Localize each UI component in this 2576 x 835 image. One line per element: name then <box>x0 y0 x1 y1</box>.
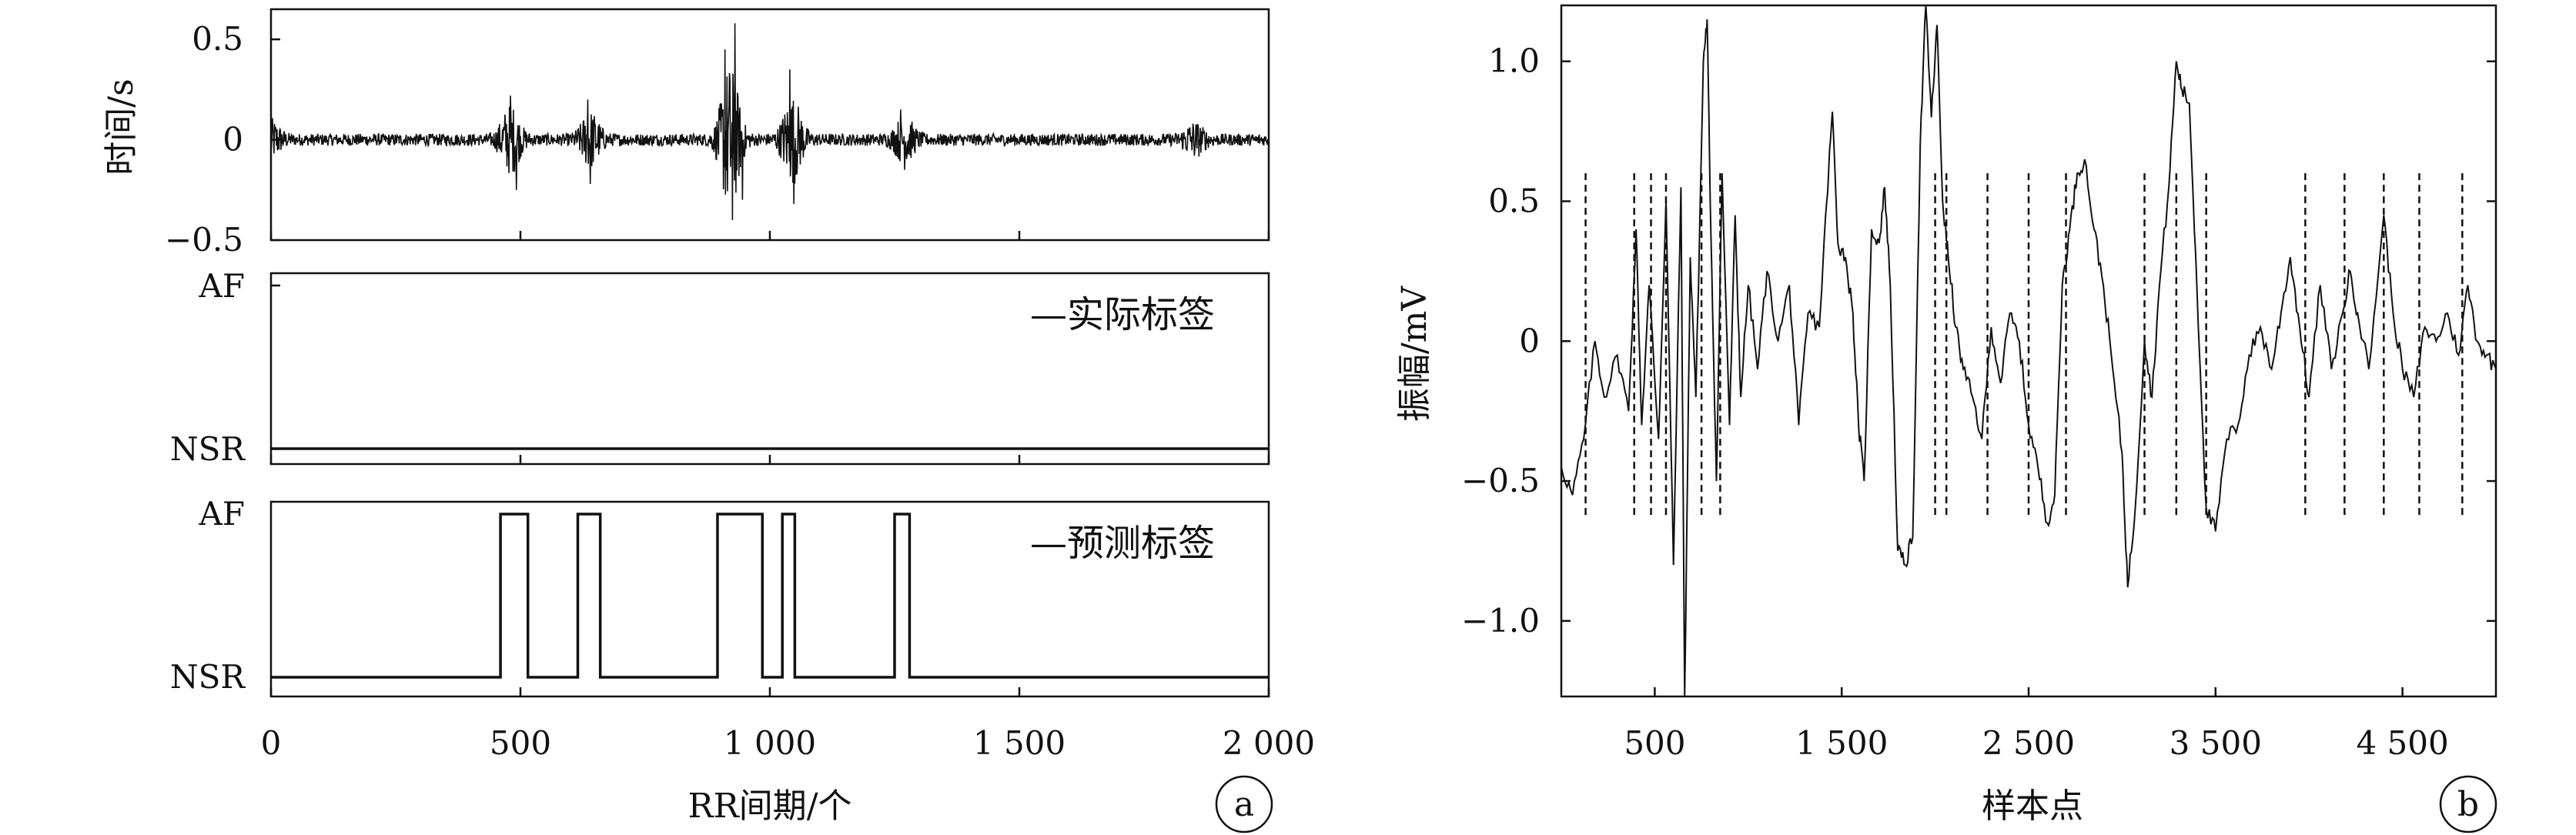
panel-a-predicted-ytick-nsr: NSR <box>170 658 246 696</box>
panel-a-predicted-legend: —预测标签 <box>1030 522 1215 565</box>
panel-a-xtick-label: 2 000 <box>1223 724 1315 762</box>
panel-b-ytick-label: 0.5 <box>1488 182 1540 219</box>
panel-b-ytick-label: −1.0 <box>1461 602 1540 640</box>
panel-a-xlabel: RR间期/个 <box>687 787 851 826</box>
panel-b-ytick-label: 1.0 <box>1488 42 1540 80</box>
panel-b-yticks: 1.0 0.5 0 −0.5 −1.0 <box>1461 42 2496 640</box>
panel-b-xlabel: 样本点 <box>1982 787 2083 826</box>
panel-a-letter: a <box>1234 785 1254 824</box>
panel-a-signal-line <box>270 23 1270 220</box>
panel-b-xtick-label: 3 500 <box>2170 724 2262 762</box>
panel-b-xtick-label: 2 500 <box>1982 724 2075 762</box>
panel-b-waveform <box>1561 5 2497 697</box>
panel-a-signal-yticks: 0.5 0 −0.5 <box>165 20 280 259</box>
panel-b-xtick-label: 4 500 <box>2356 724 2448 762</box>
panel-a-xtick-label: 500 <box>490 724 551 762</box>
panel-a-signal-ytick-label: 0.5 <box>192 20 243 58</box>
panel-a-xtick-label: 1 000 <box>724 724 816 762</box>
panel-b-letter: b <box>2457 785 2479 824</box>
panel-a-actual-ytick-nsr: NSR <box>170 430 246 468</box>
panel-a-actual-legend: —实际标签 <box>1030 293 1215 336</box>
panel-b-xticks: 500 1 500 2 500 3 500 4 500 <box>1624 687 2449 762</box>
panel-b: 1.00.50−0.5−1.0 500 1 500 2 500 3 500 4 500 … <box>1395 4 2497 833</box>
panel-b-letter-circle <box>2439 775 2497 833</box>
panel-a-xtick-label: 1 500 <box>973 724 1066 762</box>
panel-b-xtick-label: 1 500 <box>1795 724 1888 762</box>
panel-b-ytick-label: 0 <box>1519 322 1540 359</box>
panel-a-xticks: 0 500 1 000 1 500 2 000 <box>261 231 1315 762</box>
panel-b-ylabel: 振幅/mV <box>1395 286 1434 423</box>
panel-a-signal-ytick-label: −0.5 <box>165 221 243 259</box>
panel-b-xtick-label: 500 <box>1624 724 1685 762</box>
panel-a-signal-frame <box>269 8 1270 242</box>
panel-a: 0.50−0.5 时间/s AF NSR —实际标签 AF NSR —预测标签 … <box>102 8 1315 833</box>
panel-b-ytick-label: −0.5 <box>1461 462 1540 499</box>
panel-a-actual-ytick-af: AF <box>199 267 245 305</box>
panel-a-letter-circle <box>1215 775 1273 833</box>
panel-a-signal-ylabel: 时间/s <box>102 78 141 175</box>
panel-a-xtick-label: 0 <box>261 724 282 762</box>
panel-a-signal-ytick-label: 0 <box>222 121 243 159</box>
panel-a-predicted-ytick-af: AF <box>199 495 245 533</box>
panel-a-predicted-label-line <box>271 513 1269 679</box>
